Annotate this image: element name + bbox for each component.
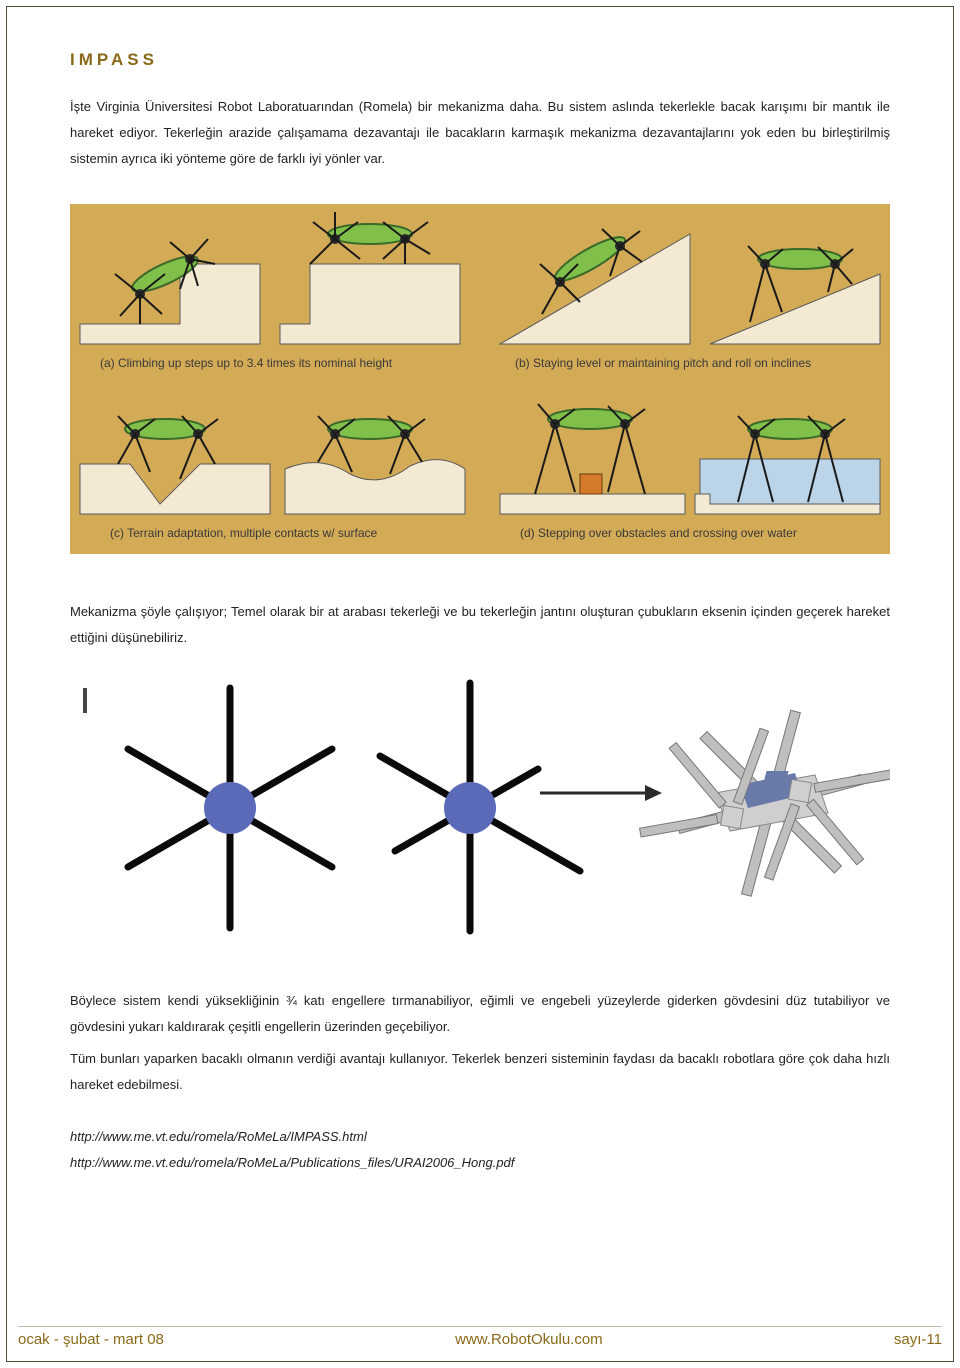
link-2: http://www.me.vt.edu/romela/RoMeLa/Publi…: [70, 1150, 890, 1176]
caption-c: (c) Terrain adaptation, multiple contact…: [110, 526, 378, 540]
link-1: http://www.me.vt.edu/romela/RoMeLa/IMPAS…: [70, 1124, 890, 1150]
paragraph-1: İşte Virginia Üniversitesi Robot Laborat…: [70, 94, 890, 172]
caption-b: (b) Staying level or maintaining pitch a…: [515, 356, 811, 370]
footer-date: ocak - şubat - mart 08: [18, 1331, 164, 1348]
caption-d: (d) Stepping over obstacles and crossing…: [520, 526, 797, 540]
reference-links: http://www.me.vt.edu/romela/RoMeLa/IMPAS…: [70, 1124, 890, 1176]
article-content: IMPASS İşte Virginia Üniversitesi Robot …: [70, 50, 890, 1176]
page-footer: ocak - şubat - mart 08 www.RobotOkulu.co…: [18, 1326, 942, 1348]
figure-1-impass-modes: (a) Climbing up steps up to 3.4 times it…: [70, 204, 890, 554]
caption-a: (a) Climbing up steps up to 3.4 times it…: [100, 356, 393, 370]
paragraph-4: Tüm bunları yaparken bacaklı olmanın ver…: [70, 1046, 890, 1098]
footer-page: sayı-11: [894, 1331, 942, 1348]
paragraph-2: Mekanizma şöyle çalışıyor; Temel olarak …: [70, 599, 890, 651]
footer-url: www.RobotOkulu.com: [455, 1331, 603, 1348]
article-title: IMPASS: [70, 50, 890, 70]
figure-2-wheel-concept: [70, 673, 890, 943]
paragraph-3: Böylece sistem kendi yüksekliğinin ¾ kat…: [70, 988, 890, 1040]
